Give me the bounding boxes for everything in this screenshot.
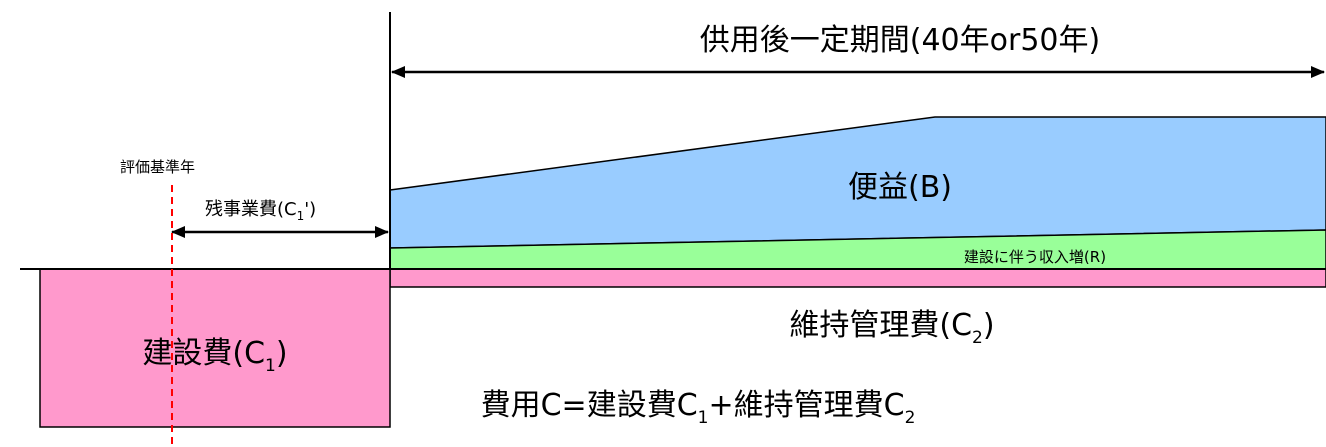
construction-cost-box [39,268,391,428]
base-year-label: 評価基準年 [120,158,195,176]
maintenance-cost-band [389,268,1326,288]
remaining-cost-sub: 1 [297,209,305,223]
revenue-label: 建設に伴う収入増(R) [964,248,1106,266]
construction-close: ) [276,336,288,371]
period-label: 供用後一定期間(40年or50年) [700,23,1100,58]
benefit-label: 便益(B) [848,170,952,205]
remaining-cost-close: ') [304,199,316,220]
remaining-cost-main: 残事業費(C [205,199,297,220]
maintenance-main: 維持管理費(C [789,308,972,343]
formula-part1: 費用C=建設費C [481,388,698,423]
construction-main: 建設費(C [142,336,265,371]
construction-label: 建設費(C1) [142,336,287,376]
remaining-cost-label: 残事業費(C1') [205,199,316,223]
maintenance-sub: 2 [972,328,983,348]
construction-sub: 1 [265,356,276,376]
maintenance-label: 維持管理費(C2) [789,308,994,348]
formula-part2: +維持管理費C [708,388,904,423]
maintenance-close: ) [983,308,995,343]
formula-sub2: 2 [905,408,916,428]
formula-sub1: 1 [698,408,709,428]
cost-formula: 費用C=建設費C1+維持管理費C2 [481,388,916,428]
